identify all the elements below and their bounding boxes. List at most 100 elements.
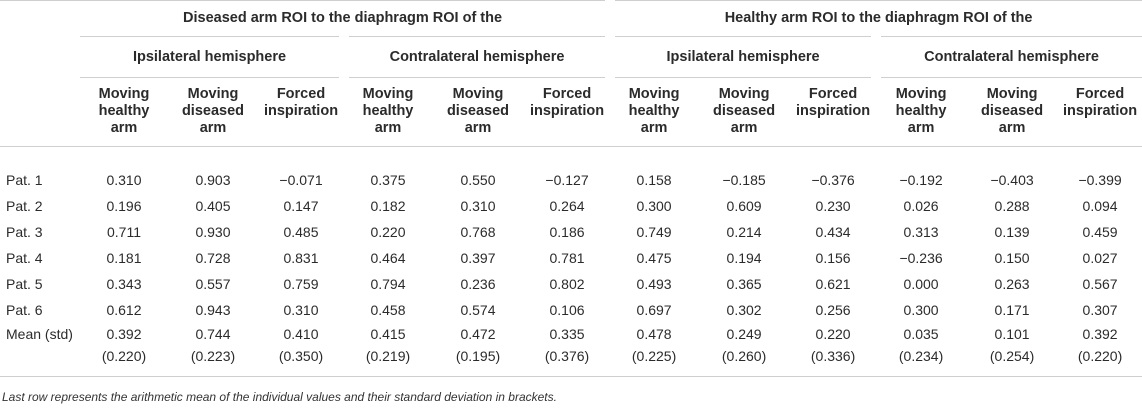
- table-row: Pat. 4 0.181 0.728 0.831 0.464 0.397 0.781 0.47…: [0, 245, 1142, 271]
- std-cell: (0.376): [524, 348, 611, 377]
- table-cell: 0.230: [815, 198, 851, 214]
- std-row: (0.220) (0.223) (0.350) (0.219) (0.195) (0.37…: [0, 348, 1142, 377]
- column-header-moving-healthy: Moving healthy arm: [876, 77, 967, 147]
- std-cell: (0.254): [966, 348, 1059, 377]
- table-cell: 0.609: [726, 198, 762, 214]
- corner-cell: [0, 0, 80, 37]
- table-cell: 0.728: [195, 250, 231, 266]
- std-cell: (0.260): [698, 348, 791, 377]
- table-cell: 0.781: [549, 250, 585, 266]
- table-cell: 0.158: [636, 172, 672, 188]
- table-cell: 0.026: [903, 198, 939, 214]
- subheader-ipsilateral: Ipsilateral hemisphere: [605, 36, 882, 78]
- footnote: Last row represents the arithmetic mean …: [2, 390, 557, 404]
- column-header-moving-diseased: Moving diseased arm: [432, 77, 524, 147]
- table-cell: 0.612: [106, 302, 142, 318]
- table-cell: −0.399: [1078, 172, 1122, 188]
- mean-cell: 0.035: [903, 326, 939, 342]
- mean-cell: 0.392: [1082, 326, 1118, 342]
- table-cell: 0.343: [106, 276, 142, 292]
- table-cell: 0.181: [106, 250, 142, 266]
- table-cell: 0.300: [903, 302, 939, 318]
- table-cell: 0.397: [460, 250, 496, 266]
- table-cell: 0.263: [994, 276, 1030, 292]
- table-cell: 0.711: [107, 224, 141, 240]
- subheader-contralateral: Contralateral hemisphere: [871, 36, 1142, 78]
- table-cell: −0.376: [811, 172, 855, 188]
- table-cell: 0.749: [636, 224, 672, 240]
- table-cell: 0.943: [195, 302, 231, 318]
- std-cell: (0.225): [610, 348, 699, 377]
- table-cell: 0.794: [370, 276, 406, 292]
- mean-row: Mean (std) 0.392 0.744 0.410 0.415 0.472 0.335…: [0, 323, 1142, 348]
- mean-cell: 0.220: [815, 326, 851, 342]
- table-cell: −0.127: [545, 172, 589, 188]
- table-cell: 0.147: [283, 198, 319, 214]
- table-cell: 0.094: [1082, 198, 1118, 214]
- row-label: Mean (std): [6, 326, 73, 342]
- table-row: Pat. 2 0.196 0.405 0.147 0.182 0.310 0.264 0.30…: [0, 193, 1142, 219]
- column-header-forced: Forced inspiration: [524, 77, 611, 147]
- table-cell: 0.375: [370, 172, 406, 188]
- mean-cell: 0.335: [549, 326, 585, 342]
- table-cell: −0.192: [899, 172, 943, 188]
- std-cell: (0.223): [168, 348, 258, 377]
- column-header-moving-diseased: Moving diseased arm: [168, 77, 258, 147]
- mean-cell: 0.101: [994, 326, 1030, 342]
- row-label: Pat. 3: [6, 224, 43, 240]
- column-header-moving-healthy: Moving healthy arm: [610, 77, 699, 147]
- table-cell: 0.903: [195, 172, 231, 188]
- std-cell: (0.195): [432, 348, 524, 377]
- table-cell: 0.310: [460, 198, 496, 214]
- column-header-moving-diseased: Moving diseased arm: [698, 77, 791, 147]
- table-cell: −0.071: [279, 172, 323, 188]
- table-cell: 0.550: [460, 172, 496, 188]
- column-header-forced: Forced inspiration: [1058, 77, 1142, 147]
- mean-cell: 0.472: [460, 326, 496, 342]
- table-cell: 0.310: [106, 172, 142, 188]
- table-cell: 0.405: [195, 198, 231, 214]
- std-cell: (0.234): [876, 348, 967, 377]
- std-cell: (0.336): [790, 348, 877, 377]
- table-cell: 0.459: [1082, 224, 1118, 240]
- mean-cell: 0.249: [726, 326, 762, 342]
- column-header-forced: Forced inspiration: [790, 77, 877, 147]
- group-header-diseased: Diseased arm ROI to the diaphragm ROI of…: [80, 0, 616, 37]
- table-cell: 0.182: [370, 198, 406, 214]
- table-cell: 0.475: [636, 250, 672, 266]
- row-label: Pat. 1: [6, 172, 43, 188]
- table-cell: 0.458: [370, 302, 406, 318]
- row-label: Pat. 4: [6, 250, 43, 266]
- table-row: Pat. 3 0.711 0.930 0.485 0.220 0.768 0.186 0.74…: [0, 219, 1142, 245]
- table-cell: 0.186: [549, 224, 585, 240]
- table-cell: −0.403: [990, 172, 1034, 188]
- table-cell: 0.106: [549, 302, 585, 318]
- table-cell: 0.300: [636, 198, 672, 214]
- table-cell: 0.264: [549, 198, 585, 214]
- table-cell: 0.171: [994, 302, 1030, 318]
- table-cell: 0.831: [283, 250, 319, 266]
- table-row: Pat. 6 0.612 0.943 0.310 0.458 0.574 0.106 0.69…: [0, 297, 1142, 323]
- table-cell: 0.256: [815, 302, 851, 318]
- table-cell: 0.307: [1082, 302, 1118, 318]
- row-label: Pat. 5: [6, 276, 43, 292]
- mean-cell: 0.744: [195, 326, 231, 342]
- column-header-forced: Forced inspiration: [258, 77, 344, 147]
- table-cell: 0.802: [549, 276, 585, 292]
- table-cell: 0.557: [195, 276, 231, 292]
- table-cell: 0.302: [726, 302, 762, 318]
- table-cell: 0.194: [726, 250, 762, 266]
- mean-cell: 0.392: [106, 326, 142, 342]
- mean-cell: 0.410: [283, 326, 319, 342]
- table-row: Pat. 5 0.343 0.557 0.759 0.794 0.236 0.802 0.49…: [0, 271, 1142, 297]
- subheader-ipsilateral: Ipsilateral hemisphere: [80, 36, 349, 78]
- row-label: Pat. 2: [6, 198, 43, 214]
- std-cell: (0.219): [344, 348, 432, 377]
- column-header-moving-healthy: Moving healthy arm: [344, 77, 432, 147]
- table-cell: 0.214: [726, 224, 762, 240]
- table-cell: 0.310: [283, 302, 319, 318]
- table-cell: 0.236: [460, 276, 496, 292]
- column-header-moving-diseased: Moving diseased arm: [966, 77, 1059, 147]
- table-cell: −0.236: [899, 250, 943, 266]
